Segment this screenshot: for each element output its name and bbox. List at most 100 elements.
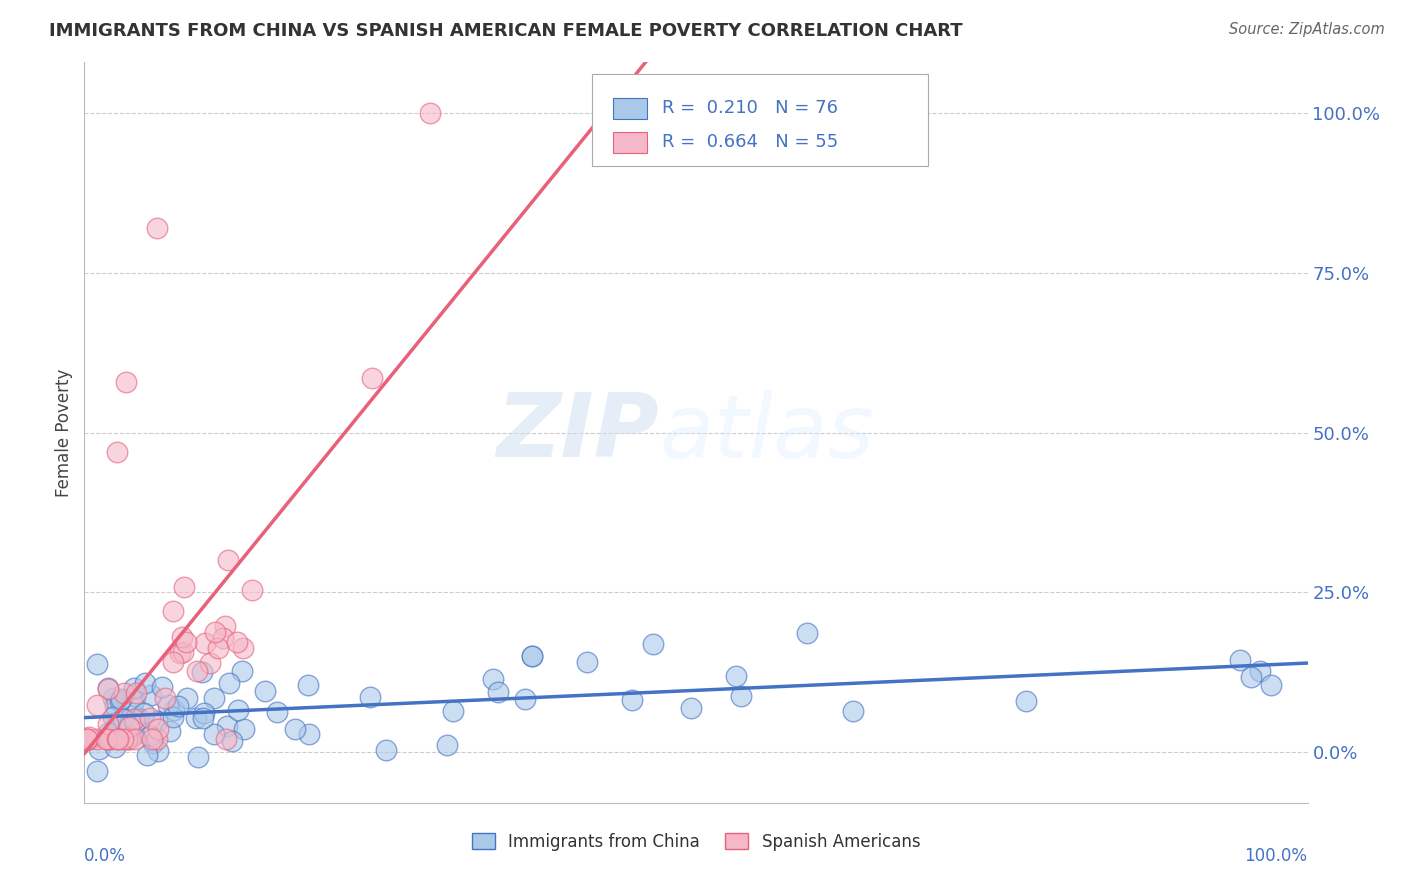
Point [191, 711, 214, 725]
Point [94, 731, 117, 746]
Point [842, 704, 865, 718]
Point [176, 690, 198, 705]
Point [202, 691, 225, 706]
Point [97, 681, 120, 695]
Point [796, 626, 818, 640]
Point [191, 665, 214, 679]
Point [162, 710, 184, 724]
Point [226, 703, 249, 717]
Point [193, 636, 215, 650]
Point [163, 703, 186, 717]
Text: 0.0%: 0.0% [84, 847, 127, 865]
Point [79, 731, 101, 746]
Point [146, 221, 169, 235]
Point [132, 706, 155, 721]
Point [101, 690, 124, 705]
Point [76, 731, 98, 746]
Point [118, 731, 141, 746]
Point [96, 731, 118, 746]
Point [115, 731, 138, 746]
Point [218, 676, 240, 690]
Point [117, 731, 139, 746]
Point [124, 731, 146, 746]
Point [167, 699, 190, 714]
Point [162, 655, 184, 669]
Point [125, 686, 148, 700]
Point [620, 693, 643, 707]
Point [643, 636, 665, 650]
Point [231, 665, 253, 679]
Point [122, 728, 145, 742]
Point [100, 731, 122, 746]
Point [1015, 694, 1038, 708]
Point [520, 648, 543, 663]
Point [186, 664, 208, 678]
Point [284, 722, 307, 736]
Text: R =  0.210   N = 76: R = 0.210 N = 76 [662, 99, 838, 118]
Point [1229, 653, 1251, 667]
Point [436, 738, 458, 752]
Point [139, 711, 162, 725]
Point [150, 680, 173, 694]
Point [184, 711, 207, 725]
Text: ZIP: ZIP [496, 389, 659, 476]
Point [724, 669, 747, 683]
Point [124, 681, 146, 695]
Point [297, 678, 319, 692]
Point [169, 646, 191, 660]
Text: atlas: atlas [659, 390, 875, 475]
Point [104, 740, 127, 755]
Point [77, 730, 100, 744]
Point [253, 683, 276, 698]
Point [124, 717, 146, 731]
Point [1260, 677, 1282, 691]
Point [112, 712, 135, 726]
Point [97, 726, 120, 740]
Point [174, 635, 197, 649]
Point [101, 709, 124, 723]
Point [146, 714, 169, 729]
Point [104, 699, 127, 714]
Point [233, 723, 256, 737]
Point [96, 731, 118, 746]
Point [187, 750, 209, 764]
Point [105, 444, 128, 458]
Point [108, 694, 131, 708]
Point [76, 731, 98, 746]
Point [198, 656, 221, 670]
Point [125, 710, 148, 724]
Point [120, 715, 142, 730]
Point [110, 691, 132, 706]
Point [221, 734, 243, 748]
Point [730, 690, 752, 704]
Point [124, 694, 146, 708]
Point [374, 743, 396, 757]
Point [87, 742, 110, 756]
Point [172, 645, 194, 659]
Point [107, 731, 129, 746]
Legend: Immigrants from China, Spanish Americans: Immigrants from China, Spanish Americans [465, 826, 927, 857]
Point [139, 729, 162, 743]
Point [86, 731, 108, 746]
Point [419, 106, 441, 120]
Point [217, 553, 239, 567]
FancyBboxPatch shape [592, 73, 928, 166]
Point [681, 701, 703, 715]
Point [360, 371, 382, 385]
Point [97, 717, 120, 731]
Point [204, 624, 226, 639]
Point [146, 723, 169, 737]
Text: 100.0%: 100.0% [1244, 847, 1308, 865]
Point [153, 691, 176, 706]
Point [1249, 665, 1271, 679]
Point [193, 706, 215, 720]
Point [107, 731, 129, 746]
Point [124, 689, 146, 703]
Point [486, 685, 509, 699]
Point [172, 631, 194, 645]
Point [520, 648, 543, 663]
Text: IMMIGRANTS FROM CHINA VS SPANISH AMERICAN FEMALE POVERTY CORRELATION CHART: IMMIGRANTS FROM CHINA VS SPANISH AMERICA… [49, 22, 963, 40]
Point [107, 714, 129, 729]
Point [214, 619, 236, 633]
Point [86, 698, 108, 712]
